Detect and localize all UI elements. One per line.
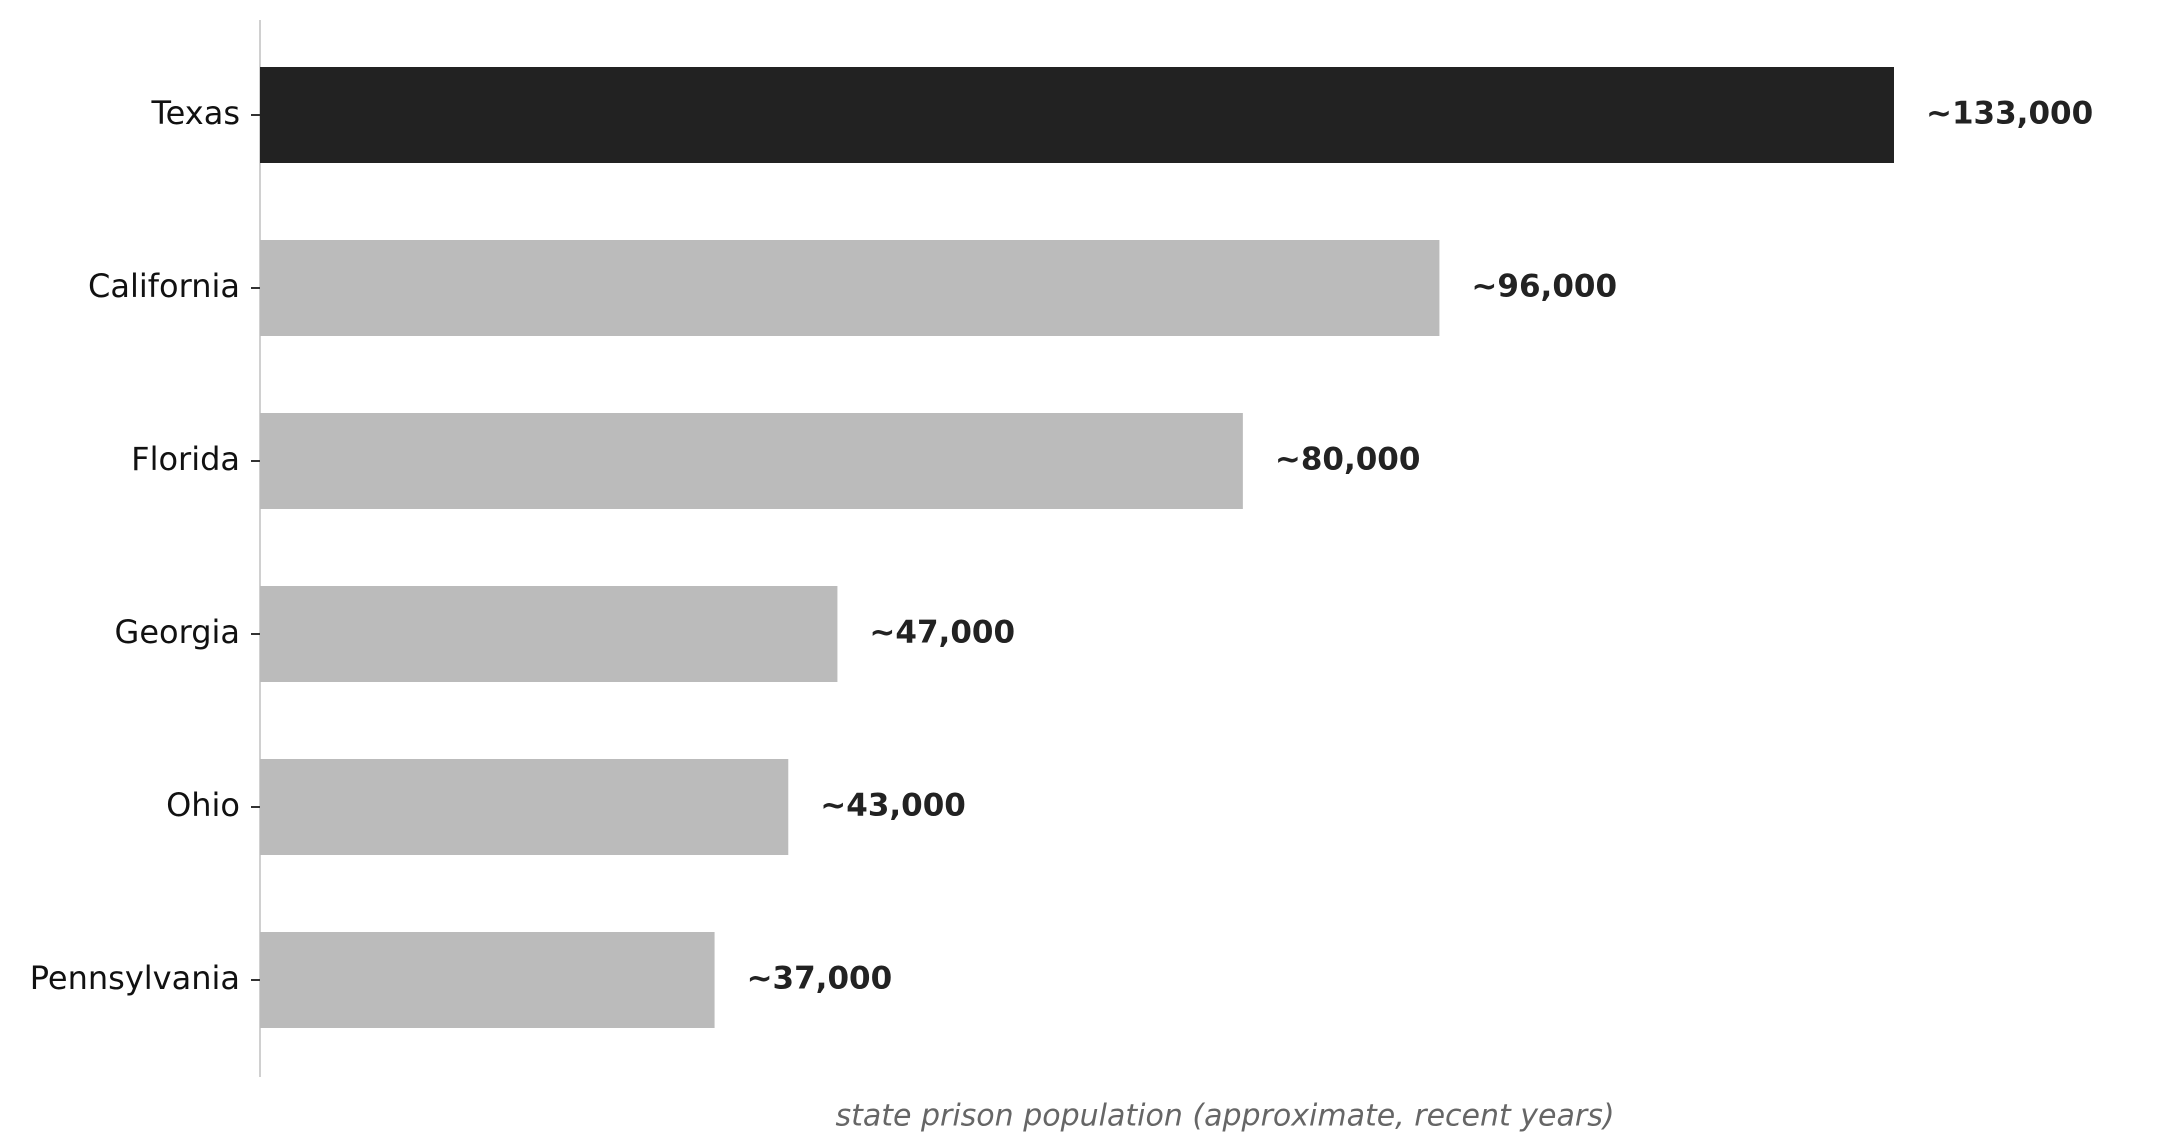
y-tick-label: California	[88, 267, 240, 305]
value-label: ~80,000	[1275, 442, 1421, 478]
y-tick-label: Texas	[151, 94, 240, 132]
x-axis-label: state prison population (approximate, re…	[835, 1099, 1614, 1134]
value-label: ~96,000	[1471, 269, 1617, 305]
bar	[260, 759, 789, 855]
value-label: ~133,000	[1926, 96, 2093, 132]
y-tick-label: Florida	[131, 440, 240, 478]
y-tick-label: Georgia	[115, 613, 240, 651]
bar	[260, 932, 715, 1028]
bar	[260, 413, 1243, 509]
bar	[260, 586, 838, 682]
value-label: ~47,000	[869, 615, 1015, 651]
bar	[260, 67, 1894, 163]
y-tick-label: Ohio	[166, 786, 240, 824]
value-label: ~37,000	[747, 961, 893, 997]
y-tick-label: Pennsylvania	[30, 959, 240, 997]
bar	[260, 240, 1440, 336]
value-label: ~43,000	[820, 788, 966, 824]
